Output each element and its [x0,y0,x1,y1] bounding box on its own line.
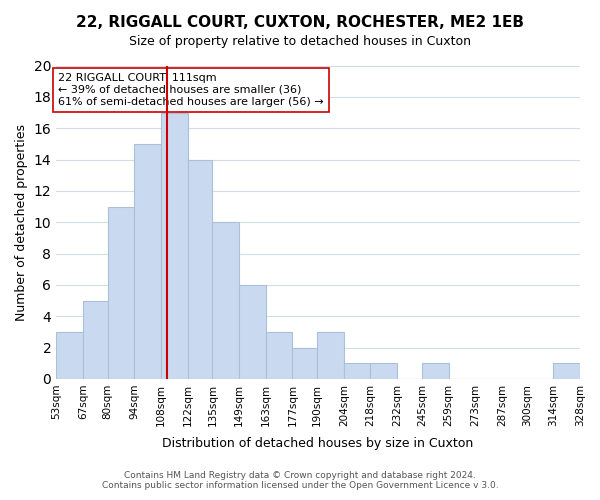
Text: Size of property relative to detached houses in Cuxton: Size of property relative to detached ho… [129,35,471,48]
Bar [212,222,239,379]
Bar [56,332,83,379]
Bar [553,363,580,379]
Y-axis label: Number of detached properties: Number of detached properties [15,124,28,320]
Bar [107,206,134,379]
X-axis label: Distribution of detached houses by size in Cuxton: Distribution of detached houses by size … [163,437,474,450]
Text: 22 RIGGALL COURT: 111sqm
← 39% of detached houses are smaller (36)
61% of semi-d: 22 RIGGALL COURT: 111sqm ← 39% of detach… [58,74,323,106]
Bar [134,144,161,379]
Bar [422,363,449,379]
Bar [161,112,188,379]
Bar [239,285,266,379]
Bar [370,363,397,379]
Bar [83,300,107,379]
Text: 22, RIGGALL COURT, CUXTON, ROCHESTER, ME2 1EB: 22, RIGGALL COURT, CUXTON, ROCHESTER, ME… [76,15,524,30]
Text: Contains HM Land Registry data © Crown copyright and database right 2024.
Contai: Contains HM Land Registry data © Crown c… [101,470,499,490]
Bar [266,332,292,379]
Bar [188,160,212,379]
Bar [344,363,370,379]
Bar [292,348,317,379]
Bar [317,332,344,379]
